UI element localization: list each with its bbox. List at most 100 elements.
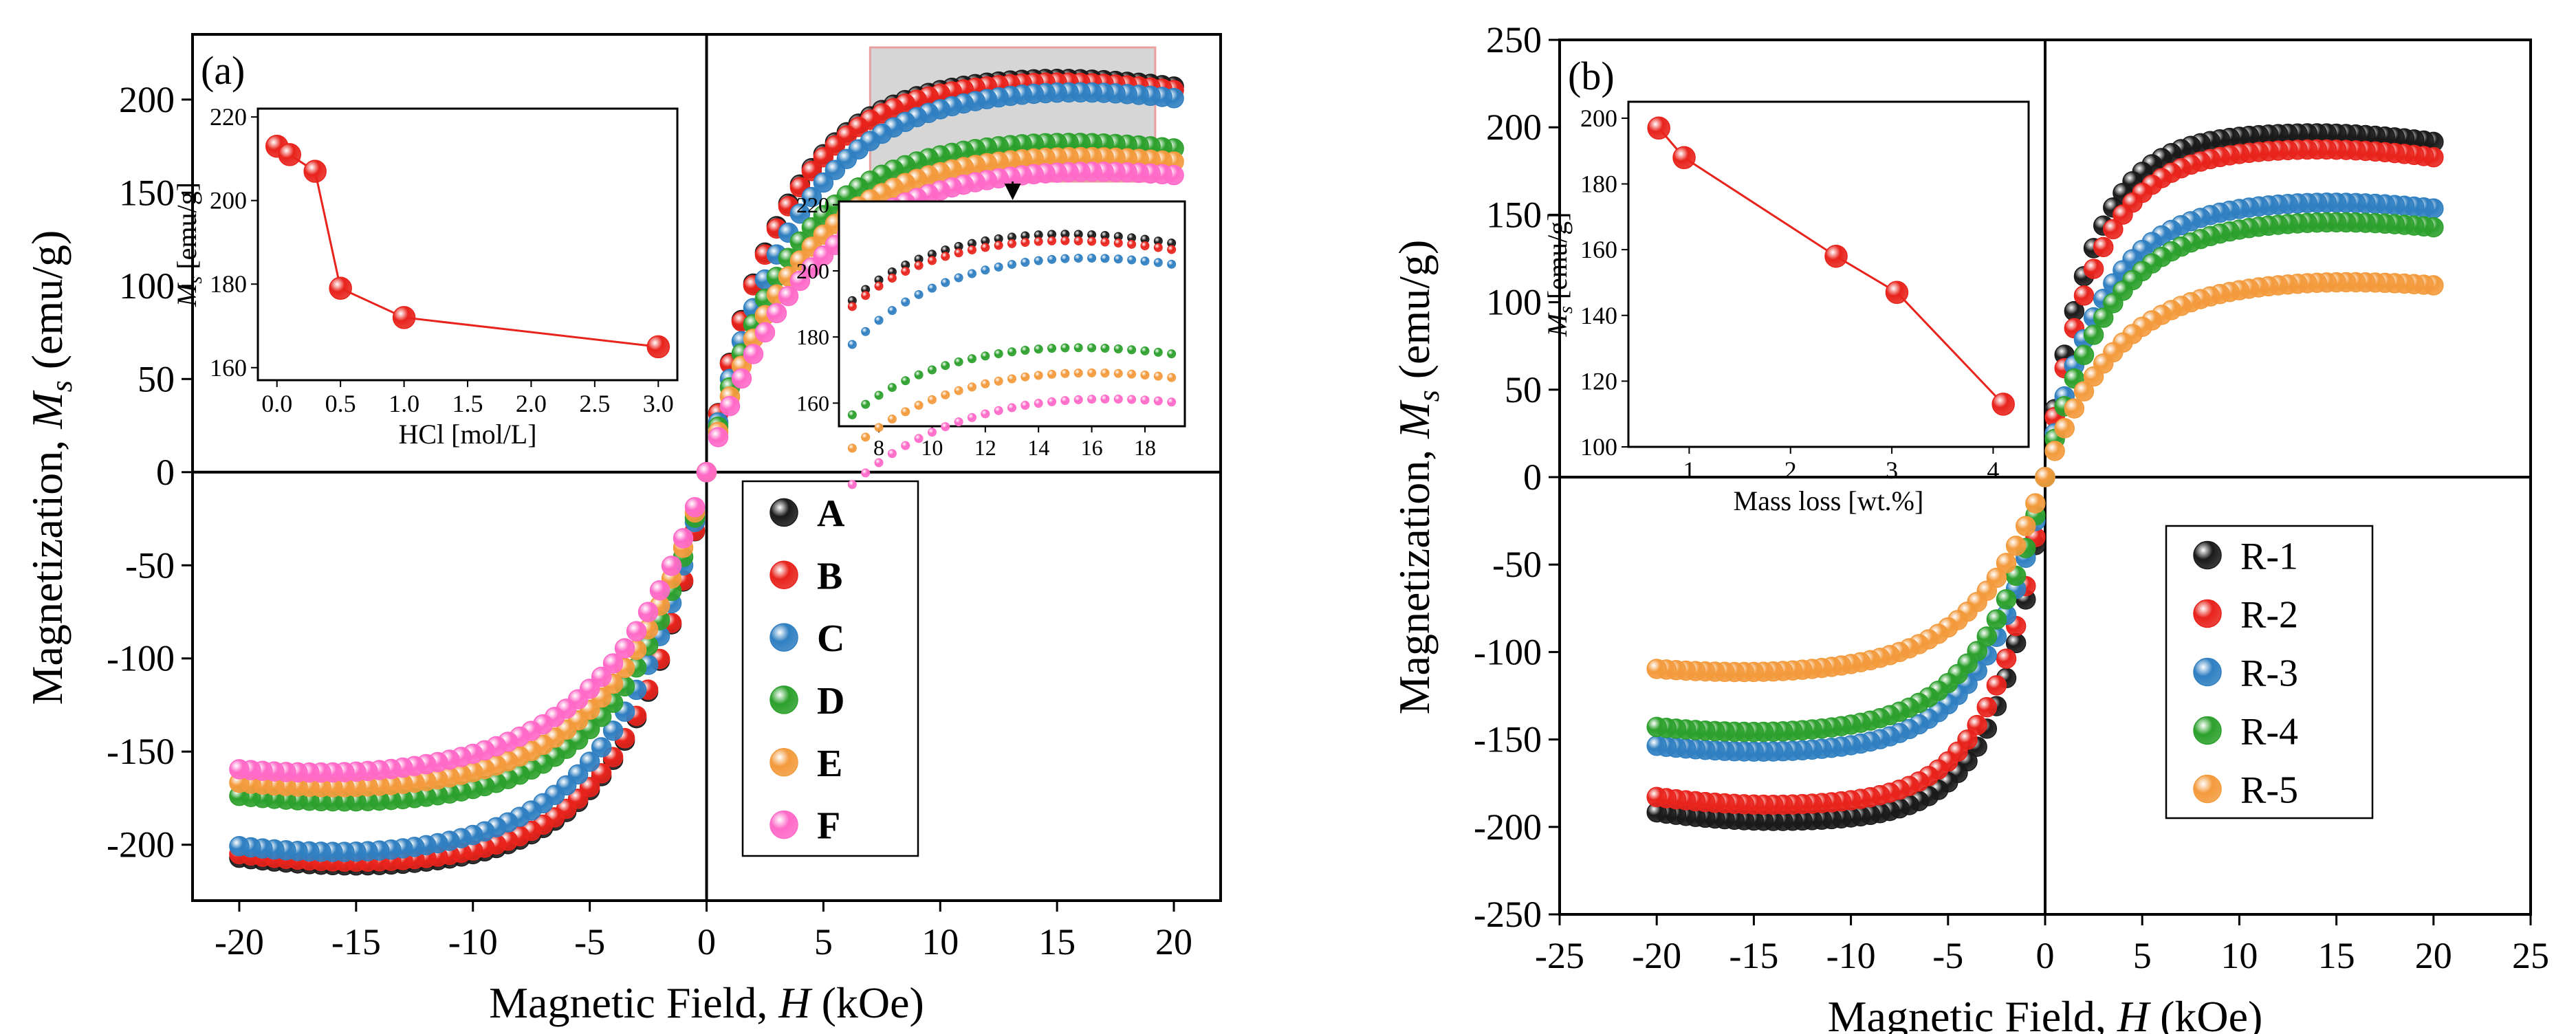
zoom-point <box>967 412 976 422</box>
zoom-point <box>994 376 1003 386</box>
data-point <box>649 580 670 601</box>
legend-marker-a <box>769 498 798 527</box>
zoom-point <box>1153 396 1163 406</box>
y-tick-label: -200 <box>1474 806 1542 848</box>
zoom-y-tick-label: 220 <box>796 192 829 217</box>
legend-label-r-3: R-3 <box>2240 652 2298 695</box>
zoom-point <box>1034 371 1043 380</box>
zoom-point <box>1073 236 1083 245</box>
zoom-point <box>1034 399 1043 408</box>
label-part: (emu/g) <box>1390 240 1439 390</box>
zoom-point <box>954 273 963 283</box>
label-part: Magnetization, <box>1390 439 1439 715</box>
x-tick-label: -10 <box>1826 935 1876 976</box>
label-part: s <box>45 380 78 392</box>
data-point <box>684 496 706 518</box>
ms-inset: 0.0 0.5 1.0 1.5 2.0 2.5 3.0 160 180 200 220 HCl [mo… <box>171 103 679 450</box>
zoom-point <box>1100 368 1110 378</box>
label-part: M <box>1390 399 1439 439</box>
data-point <box>789 203 811 224</box>
label-part: [emu/g] <box>1542 212 1573 307</box>
label-part: H <box>778 978 813 1027</box>
zoom-arrow-head <box>1004 184 1021 200</box>
legend-box <box>741 480 919 857</box>
zoom-point <box>1060 254 1070 263</box>
inset-y-tick-label: 140 <box>1580 302 1617 329</box>
data-point <box>813 172 834 193</box>
zoom-point <box>847 302 857 311</box>
inset-point <box>1824 244 1848 268</box>
data-point <box>1976 696 1998 718</box>
label-part: Magnetization, <box>23 429 72 705</box>
inset-point <box>1991 393 2015 416</box>
data-point <box>719 395 741 417</box>
data-point <box>766 302 787 324</box>
zoom-point <box>914 401 924 410</box>
inset-x-label: HCl [mol/L] <box>398 419 536 450</box>
zoom-point <box>847 410 857 419</box>
zoom-point <box>1167 349 1177 359</box>
zoom-point <box>941 422 950 432</box>
data-point <box>789 270 811 292</box>
zoom-point <box>1034 344 1043 354</box>
data-point <box>602 653 624 674</box>
data-point <box>2035 467 2055 487</box>
series-c <box>229 82 1184 862</box>
x-tick-label: -15 <box>1729 935 1778 976</box>
zoom-point <box>1167 259 1177 269</box>
data-point <box>2064 398 2085 419</box>
data-point <box>801 257 822 278</box>
inset-x-tick-label: 3.0 <box>643 390 674 417</box>
zoom-point <box>847 340 857 349</box>
inset-x-tick-label: 3 <box>1886 456 1898 484</box>
zoom-point <box>874 458 884 468</box>
zoom-point <box>901 376 910 386</box>
data-point <box>1646 786 1667 808</box>
zoom-point <box>1020 372 1030 382</box>
y-tick-label: -50 <box>125 544 175 586</box>
data-point <box>708 427 729 448</box>
legend: R-1 R-2 R-3 R-4 R-5 <box>2165 525 2374 820</box>
label-part: [emu/g] <box>171 182 202 276</box>
legend-label-d: D <box>817 680 844 723</box>
zoom-point <box>954 417 963 427</box>
zoom-point <box>1140 256 1150 266</box>
panel-label: (b) <box>1568 54 1615 98</box>
zoom-point <box>887 415 897 424</box>
inset-x-label: Mass loss [wt.%] <box>1734 485 1924 516</box>
label-part: Magnetic Field, <box>1828 992 2117 1034</box>
x-tick-label: 25 <box>2512 935 2549 976</box>
zoom-point <box>981 351 990 361</box>
zoom-point <box>914 370 924 380</box>
zoom-point <box>1020 401 1030 410</box>
series-r-5 <box>1646 272 2444 683</box>
data-point <box>2073 285 2095 306</box>
zoom-point <box>887 449 897 459</box>
inset-x-tick-label: 2.0 <box>516 390 547 417</box>
x-tick-label: -20 <box>215 921 264 962</box>
zoom-point <box>914 261 924 270</box>
zoom-point <box>901 441 910 450</box>
x-tick-label: 15 <box>2318 935 2355 976</box>
zoom-series-b <box>847 236 1177 311</box>
data-point <box>2016 516 2036 536</box>
data-point <box>2113 204 2133 225</box>
zoom-point <box>1153 347 1163 357</box>
inset-x-tick-label: 0.0 <box>261 390 292 417</box>
zoom-point <box>1060 343 1070 353</box>
zoom-point <box>1047 369 1057 379</box>
zoom-point <box>1127 255 1137 265</box>
y-tick-label: 100 <box>119 265 175 307</box>
data-point <box>1996 648 2017 669</box>
zoom-point <box>1087 395 1097 404</box>
legend-marker-e <box>769 748 798 777</box>
data-point <box>2073 381 2095 402</box>
inset-y-tick-label: 180 <box>1580 170 1617 198</box>
zoom-point <box>914 434 924 443</box>
zoom-point <box>994 349 1003 359</box>
zoom-point <box>847 443 857 453</box>
label-part: M <box>171 282 202 307</box>
zoom-point <box>967 269 976 278</box>
zoom-point <box>1100 344 1110 353</box>
y-tick-label: -150 <box>1474 719 1542 760</box>
